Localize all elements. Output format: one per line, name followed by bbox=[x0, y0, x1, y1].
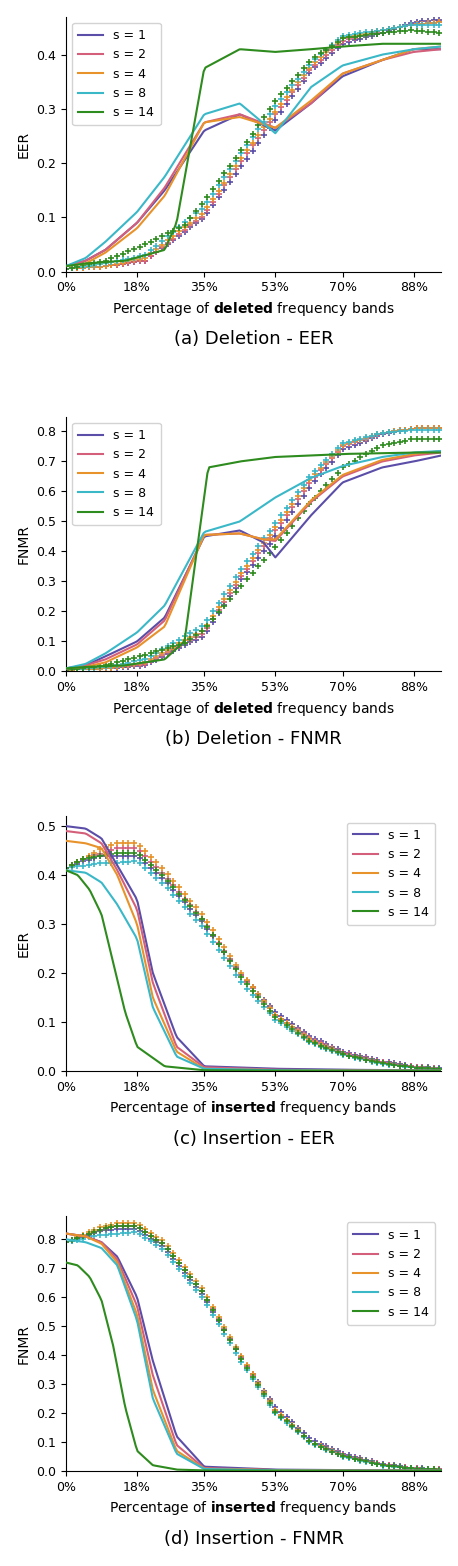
Legend: s = 1, s = 2, s = 4, s = 8, s = 14: s = 1, s = 2, s = 4, s = 8, s = 14 bbox=[347, 822, 435, 926]
Y-axis label: EER: EER bbox=[16, 130, 31, 158]
X-axis label: Percentage of $\mathbf{inserted}$ frequency bands: Percentage of $\mathbf{inserted}$ freque… bbox=[109, 1499, 398, 1517]
Text: (a) Deletion - EER: (a) Deletion - EER bbox=[174, 330, 333, 348]
Y-axis label: FNMR: FNMR bbox=[16, 1323, 31, 1364]
Text: (b) Deletion - FNMR: (b) Deletion - FNMR bbox=[165, 730, 342, 749]
Legend: s = 1, s = 2, s = 4, s = 8, s = 14: s = 1, s = 2, s = 4, s = 8, s = 14 bbox=[72, 423, 161, 525]
Text: (c) Insertion - EER: (c) Insertion - EER bbox=[173, 1129, 334, 1148]
Legend: s = 1, s = 2, s = 4, s = 8, s = 14: s = 1, s = 2, s = 4, s = 8, s = 14 bbox=[72, 23, 161, 125]
Text: (d) Insertion - FNMR: (d) Insertion - FNMR bbox=[164, 1530, 344, 1547]
Y-axis label: FNMR: FNMR bbox=[16, 525, 31, 564]
X-axis label: Percentage of $\mathbf{inserted}$ frequency bands: Percentage of $\mathbf{inserted}$ freque… bbox=[109, 1099, 398, 1118]
X-axis label: Percentage of $\mathbf{deleted}$ frequency bands: Percentage of $\mathbf{deleted}$ frequen… bbox=[112, 700, 395, 717]
X-axis label: Percentage of $\mathbf{deleted}$ frequency bands: Percentage of $\mathbf{deleted}$ frequen… bbox=[112, 299, 395, 318]
Legend: s = 1, s = 2, s = 4, s = 8, s = 14: s = 1, s = 2, s = 4, s = 8, s = 14 bbox=[347, 1223, 435, 1325]
Y-axis label: EER: EER bbox=[16, 930, 31, 957]
